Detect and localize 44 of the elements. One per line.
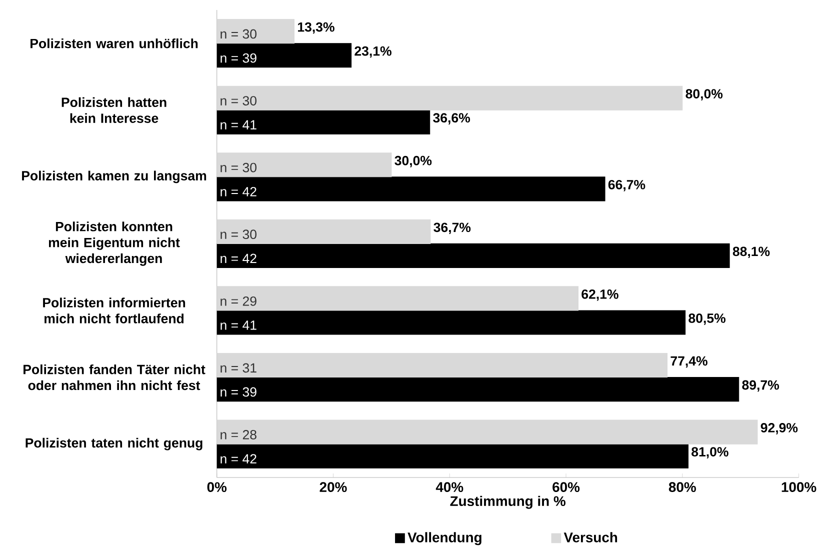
x-tick-label: 0%: [207, 482, 227, 492]
annotation: n = 42: [220, 254, 256, 263]
data-label: 13,3%: [298, 22, 334, 34]
data-label: 81,0%: [692, 447, 728, 458]
annotation: n = 42: [220, 186, 256, 196]
annotation: n = 30: [220, 162, 256, 172]
data-label: 88,1%: [732, 246, 770, 258]
data-label: 30,0%: [394, 156, 432, 168]
data-label: 66,7%: [608, 180, 646, 192]
y-tick-label: Polizisten hatten kein Interesse: [62, 97, 166, 123]
data-label: 23,1%: [354, 46, 392, 58]
annotation: n = 39: [220, 53, 256, 63]
data-label: 80,5%: [688, 313, 726, 325]
y-tick-label: Polizisten kamen zu langsam: [22, 170, 206, 184]
annotation: n = 30: [220, 230, 256, 240]
legend-label: Versuch: [564, 532, 618, 542]
annotation: n = 28: [220, 430, 256, 440]
annotation: n = 41: [220, 320, 256, 330]
legend-label: Vollendung: [408, 532, 482, 546]
annotation: n = 31: [220, 363, 256, 373]
data-label: 77,4%: [670, 356, 708, 368]
data-label: 62,1%: [582, 289, 618, 301]
annotation: n = 30: [220, 96, 256, 106]
y-tick-label: Polizisten waren unhöflich: [30, 38, 198, 48]
data-label: 80,0%: [686, 89, 723, 100]
data-label: 89,7%: [742, 380, 779, 392]
annotation: n = 41: [220, 120, 256, 130]
data-label: 36,6%: [433, 113, 470, 124]
x-tick-label: 40%: [436, 482, 464, 492]
x-tick-label: 20%: [320, 482, 347, 492]
y-tick-label: Polizisten fanden Täter nicht oder nahmen ihn nicht fest: [24, 364, 206, 390]
annotation: n = 39: [220, 387, 256, 397]
data-label: 36,7%: [434, 222, 471, 234]
y-tick-label: Polizisten informierten mich nicht fortlaufend: [43, 298, 186, 324]
y-tick-label: Polizisten taten nicht genug: [26, 438, 202, 450]
annotation: n = 30: [220, 29, 256, 39]
annotation: n = 29: [220, 296, 256, 306]
annotation: n = 42: [220, 454, 256, 464]
data-label: 92,9%: [760, 423, 798, 434]
x-axis-title: Zustimmung in %: [450, 496, 566, 509]
x-tick-label: 60%: [552, 482, 580, 492]
x-tick-label: 100%: [782, 482, 816, 492]
y-tick-label: Polizisten konnten mein Eigentum nicht wiedererlangen: [48, 222, 180, 266]
x-tick-label: 80%: [668, 482, 696, 492]
